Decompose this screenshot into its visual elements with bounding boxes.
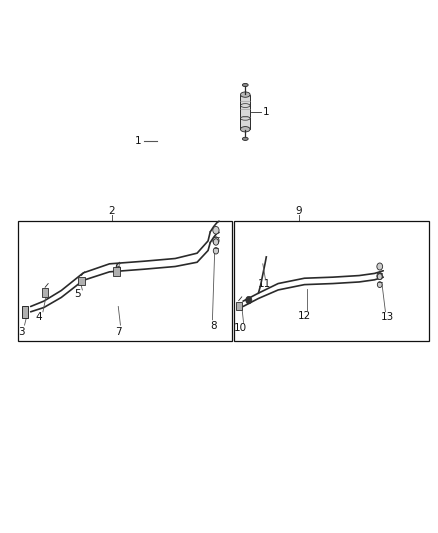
- Circle shape: [213, 227, 219, 234]
- Circle shape: [246, 296, 252, 304]
- Text: 11: 11: [258, 279, 271, 288]
- Text: 8: 8: [210, 321, 217, 331]
- Bar: [113, 267, 120, 276]
- Text: 3: 3: [18, 327, 25, 336]
- Ellipse shape: [240, 92, 250, 98]
- Circle shape: [377, 274, 382, 279]
- Circle shape: [377, 272, 383, 280]
- Text: 10: 10: [233, 323, 247, 333]
- Text: 5: 5: [74, 289, 81, 299]
- Bar: [42, 288, 48, 297]
- Circle shape: [377, 263, 383, 270]
- Text: 7: 7: [115, 327, 122, 336]
- Ellipse shape: [242, 137, 248, 140]
- Circle shape: [213, 239, 219, 245]
- Text: 6: 6: [114, 263, 121, 272]
- Text: 12: 12: [298, 311, 311, 320]
- Bar: [240, 94, 250, 129]
- Text: 9: 9: [295, 206, 302, 216]
- Circle shape: [377, 281, 382, 288]
- Text: 2: 2: [108, 206, 115, 216]
- Text: 1: 1: [263, 107, 270, 117]
- Circle shape: [213, 237, 219, 245]
- Bar: [234, 221, 429, 341]
- Bar: [22, 306, 28, 318]
- Bar: [18, 221, 232, 341]
- Circle shape: [213, 247, 219, 254]
- Text: 1: 1: [134, 136, 141, 146]
- Text: 4: 4: [35, 312, 42, 322]
- Bar: [78, 277, 85, 285]
- Ellipse shape: [240, 126, 250, 132]
- Ellipse shape: [242, 83, 248, 86]
- Bar: [236, 302, 242, 310]
- Text: 13: 13: [381, 312, 394, 322]
